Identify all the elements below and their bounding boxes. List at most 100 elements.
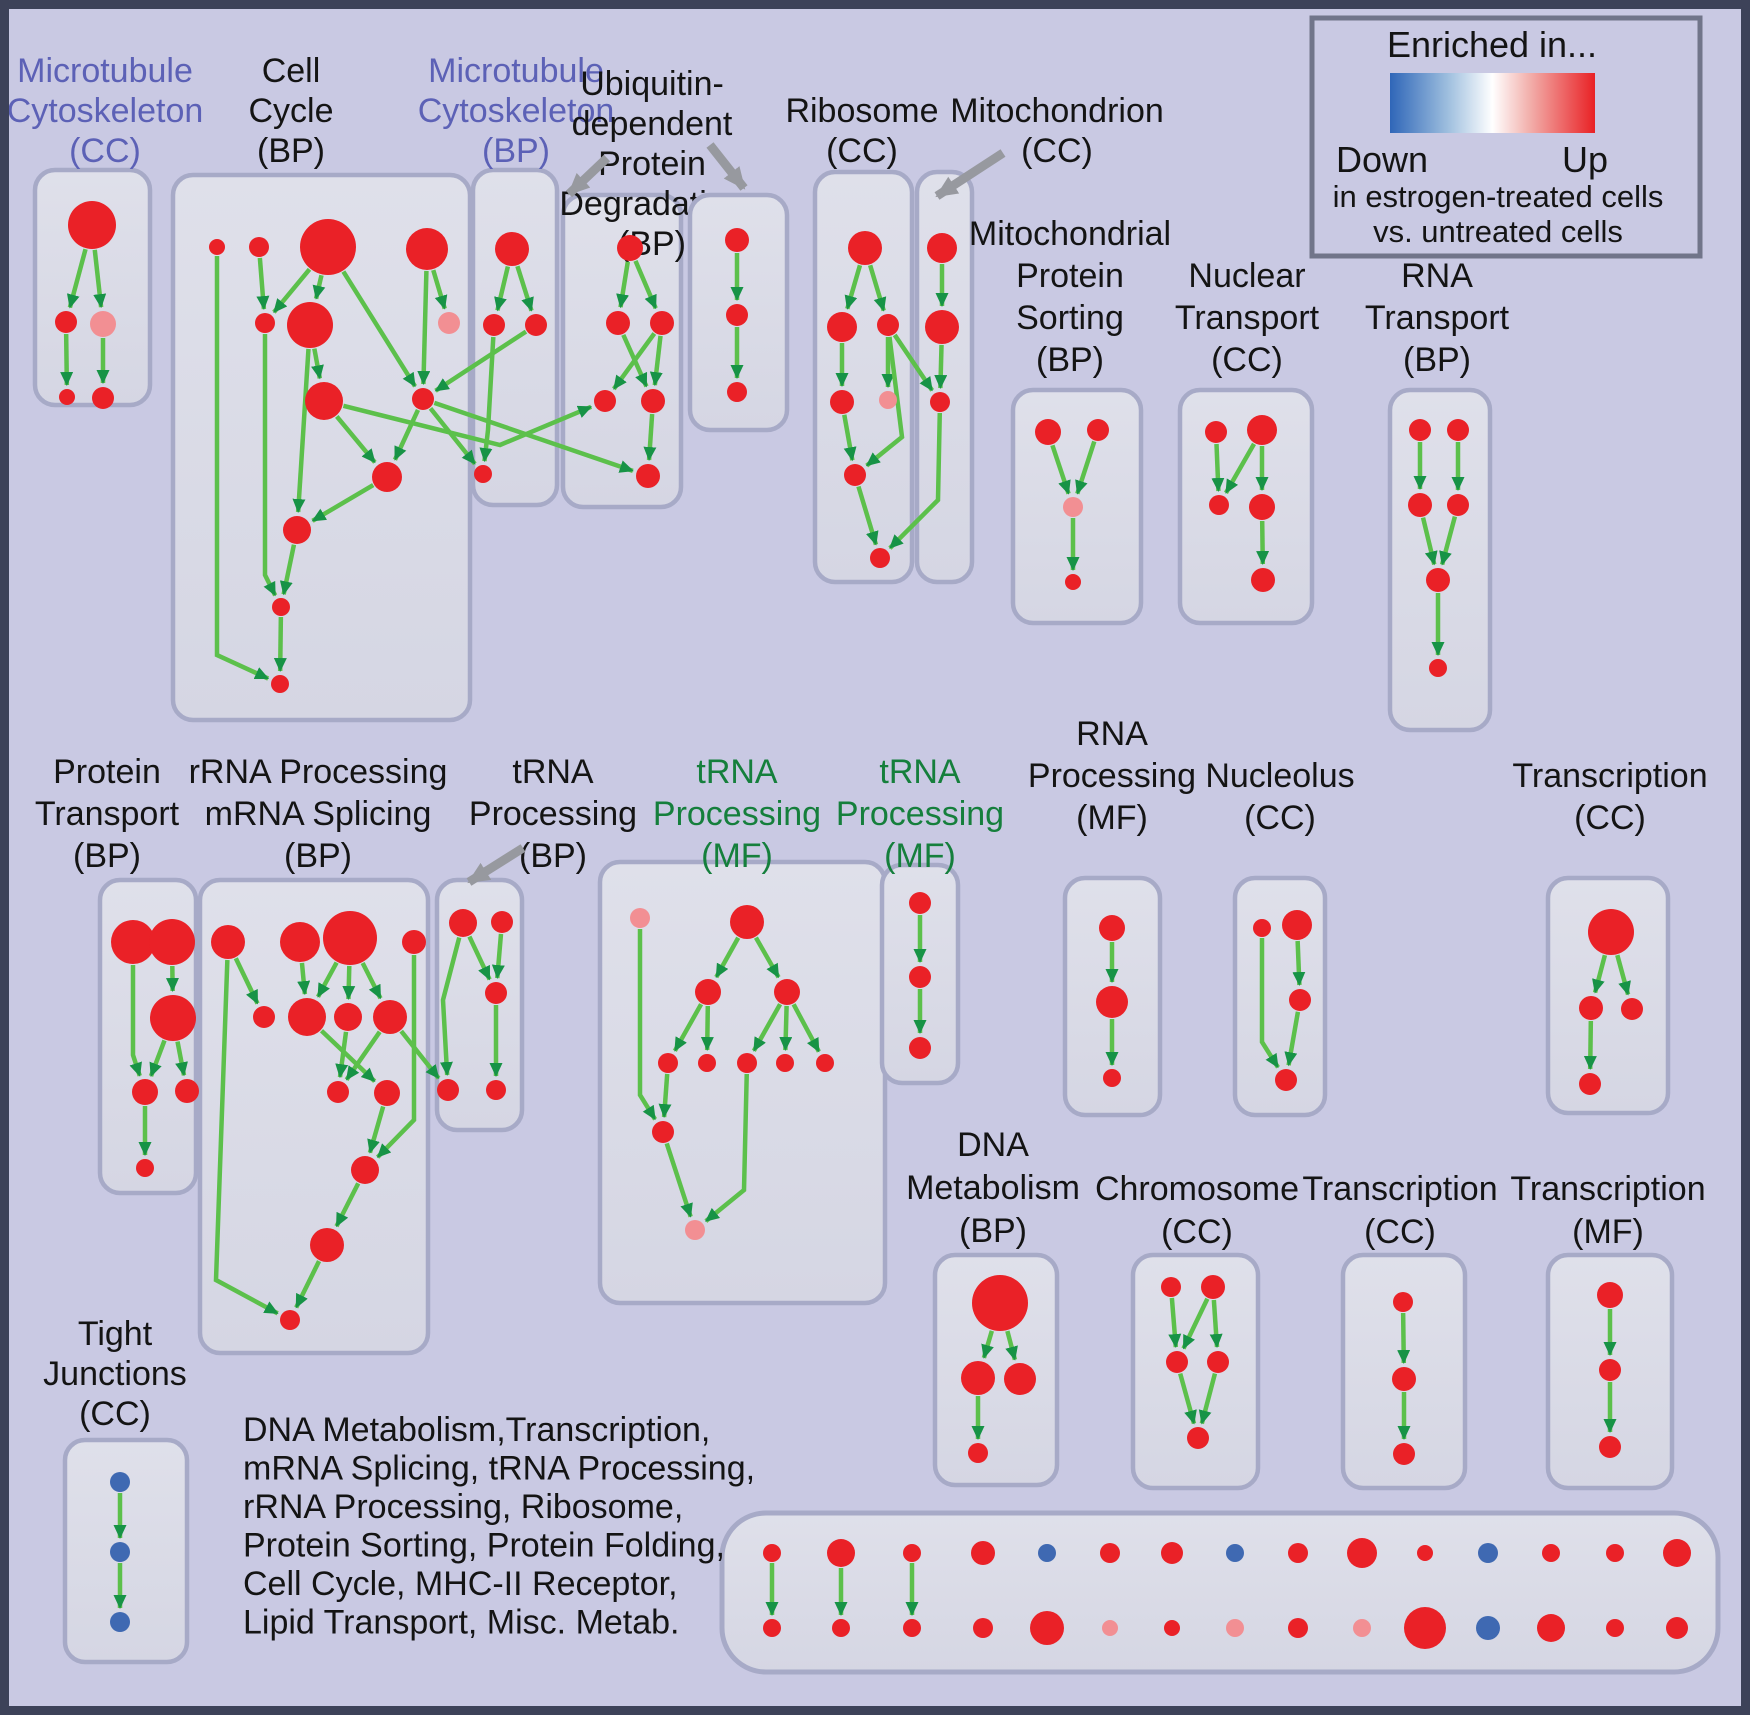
cross-edge [434, 329, 528, 393]
group-nodes-ubiq2 [725, 228, 749, 402]
edge-arrow [1259, 938, 1280, 1069]
group-label: tRNA [512, 753, 594, 791]
node [1353, 1619, 1371, 1637]
node [652, 1121, 674, 1143]
group-label: Microtubule [428, 52, 604, 90]
edge-arrow [292, 348, 311, 514]
misc-annotation: DNA Metabolism,Transcription,mRNA Splici… [243, 1411, 755, 1642]
group-nodes-cell-cycle [209, 219, 460, 693]
node [288, 998, 326, 1036]
edge-arrow [1178, 1372, 1197, 1425]
edge-arrow [1583, 1020, 1597, 1070]
group-label: (MF) [701, 837, 773, 875]
node [1166, 1351, 1188, 1373]
node [300, 219, 356, 275]
node [372, 462, 402, 492]
edge-arrow [297, 962, 311, 996]
group-label: RNA [1401, 257, 1473, 295]
cross-edge [433, 400, 634, 473]
node [630, 908, 650, 928]
legend-title: Enriched in... [1387, 24, 1597, 65]
group-label: mRNA Splicing [205, 795, 432, 833]
group-edges-protein-transport [129, 965, 188, 1156]
node [495, 232, 529, 266]
edge-arrow [856, 485, 879, 546]
edge-arrow [392, 408, 421, 461]
group-edges-nuclear-transport [1211, 442, 1270, 566]
node [1597, 1282, 1623, 1308]
node [1282, 910, 1312, 940]
node [1393, 1443, 1415, 1465]
group-label: Transcription [1510, 1170, 1705, 1208]
pointer-arrow [706, 142, 748, 191]
group-edges-mps [1050, 440, 1097, 571]
node [280, 922, 320, 962]
edge-arrow [213, 959, 279, 1316]
node [374, 1080, 400, 1106]
group-label: rRNA Processing [189, 753, 448, 791]
node [909, 1037, 931, 1059]
group-nodes-rna-transport [1408, 419, 1469, 677]
node [1035, 419, 1061, 445]
edge-arrow [433, 400, 634, 473]
node [730, 905, 764, 939]
group-box [1177, 387, 1315, 626]
node [1476, 1616, 1500, 1640]
group-label: Processing [469, 795, 637, 833]
node [271, 675, 289, 693]
edge-arrow [494, 265, 511, 312]
group-label: (BP) [519, 837, 587, 875]
group-nodes-tight-junctions [110, 1472, 130, 1632]
edge-arrow [1211, 443, 1225, 493]
node [136, 1159, 154, 1177]
node [1542, 1544, 1560, 1562]
edge-arrow [375, 955, 417, 1159]
edge-arrow [129, 965, 142, 1077]
node [973, 1618, 993, 1638]
annotation-line: Cell Cycle, MHC-II Receptor, [243, 1565, 678, 1603]
group-label: (BP) [1036, 341, 1104, 379]
group-box [1130, 1252, 1261, 1491]
node [617, 235, 643, 261]
pointer-arrow [466, 844, 526, 886]
cross-edge [892, 333, 935, 392]
edge-arrow [273, 616, 287, 673]
edge-arrow [262, 334, 278, 597]
group-nodes-trna-bp [437, 909, 513, 1101]
group-label: (CC) [826, 132, 898, 170]
edge-arrow [335, 414, 377, 464]
node [1275, 1069, 1297, 1091]
group-label: Cell [262, 52, 321, 90]
node [641, 389, 665, 413]
node [412, 388, 434, 410]
node [111, 920, 155, 964]
node [1537, 1614, 1565, 1642]
cross-edge [342, 403, 593, 448]
edge-arrow [1181, 1297, 1210, 1350]
node [525, 314, 547, 336]
node [698, 1054, 716, 1072]
node [132, 1079, 158, 1105]
node [1447, 419, 1469, 441]
group-label: Processing [653, 795, 821, 833]
node [287, 302, 333, 348]
edge-arrow [272, 267, 312, 314]
group-label: (MF) [884, 837, 956, 875]
node [474, 465, 492, 483]
group-label: dependent [572, 105, 733, 143]
node [832, 1619, 850, 1637]
group-nodes-nucleolus [1253, 910, 1312, 1091]
node [1408, 493, 1432, 517]
edge-arrow [842, 414, 857, 462]
node [1100, 1543, 1120, 1563]
edge-arrow [342, 965, 356, 1001]
edge-arrow [1050, 444, 1071, 495]
node [1102, 1620, 1118, 1636]
edge-arrow [981, 1330, 994, 1359]
edge-arrow [1224, 442, 1256, 494]
node [903, 1619, 921, 1637]
group-box [812, 169, 915, 585]
